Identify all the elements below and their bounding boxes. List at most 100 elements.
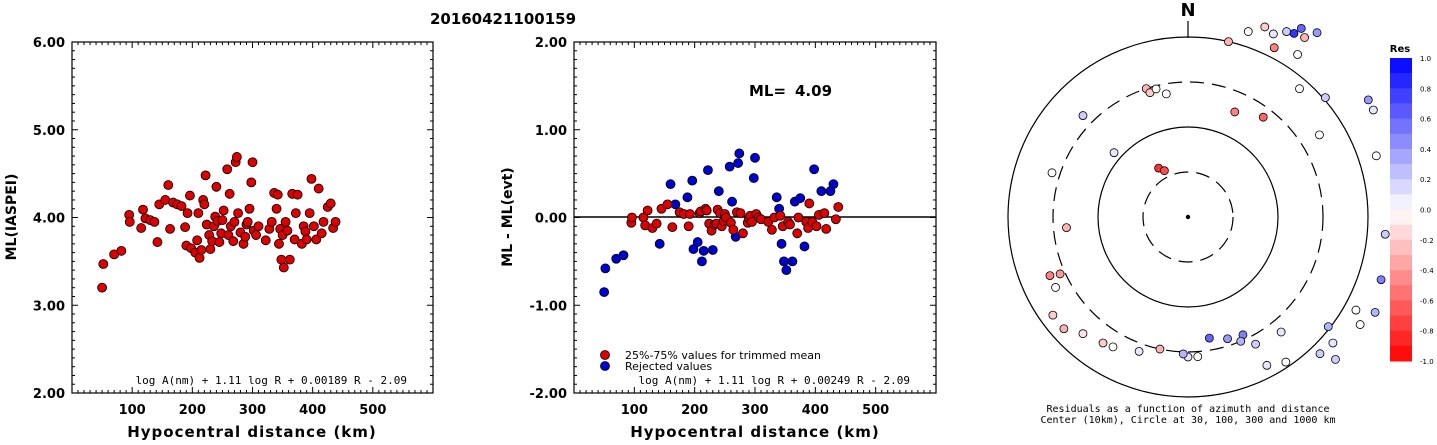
data-point — [116, 245, 127, 256]
rejected-point — [697, 256, 707, 267]
station-marker — [1048, 310, 1058, 320]
colorbar — [1390, 58, 1412, 362]
data-point — [229, 216, 240, 227]
data-point — [165, 224, 175, 234]
colorbar-tick-label: -0.4 — [1420, 267, 1434, 275]
station-marker — [1376, 275, 1386, 285]
rejected-point — [665, 179, 676, 190]
data-point — [199, 199, 210, 210]
y-tick-label: 6.00 — [33, 36, 65, 51]
data-point — [97, 282, 107, 293]
rejected-point — [781, 265, 792, 276]
station-marker — [1078, 329, 1088, 339]
colorbar-title: Res — [1390, 44, 1410, 55]
y-tick-labels: 2.00 3.00 4.00 5.00 6.00 — [33, 36, 65, 402]
colorbar-tick-label: 0.6 — [1420, 116, 1432, 124]
station-marker — [1161, 89, 1171, 99]
y-tick-label: 4.00 — [33, 212, 65, 227]
data-point — [325, 198, 336, 209]
station-marker — [1045, 271, 1055, 281]
data-point — [194, 252, 205, 263]
legend-marker-rejected — [600, 361, 610, 371]
station-marker — [1243, 27, 1253, 36]
y-axis-label: ML(IASPEI) — [4, 174, 20, 261]
data-point — [301, 234, 312, 245]
data-point — [266, 216, 277, 227]
data-point — [136, 223, 147, 233]
colorbar-tick-label: 0.4 — [1420, 146, 1432, 154]
data-point — [313, 183, 324, 194]
y-tick-label: 2.00 — [535, 36, 567, 51]
station-marker — [1268, 29, 1278, 39]
rejected-point — [750, 152, 760, 163]
station-marker — [1134, 346, 1144, 356]
trimmed-point — [662, 199, 673, 210]
colorbar-tick-label: 1.0 — [1420, 55, 1431, 63]
rejected-point — [816, 186, 827, 197]
x-tick-labels: 100 200 300 400 500 — [621, 403, 889, 418]
colorbar-swatch — [1390, 164, 1412, 180]
colorbar-swatch — [1390, 345, 1412, 362]
trimmed-point — [738, 228, 748, 239]
data-point — [278, 262, 289, 273]
station-marker — [1262, 360, 1272, 370]
data-point — [272, 189, 283, 200]
data-point — [193, 208, 204, 219]
colorbar-swatch — [1390, 88, 1412, 104]
colorbar-swatch — [1390, 58, 1412, 74]
y-axis-label: ML - ML(evt) — [500, 167, 516, 266]
data-point — [282, 225, 293, 236]
data-point — [290, 208, 301, 219]
trimmed-point — [735, 208, 746, 219]
colorbar-tick-label: 0.2 — [1420, 176, 1431, 184]
legend-label-trimmed: 25%-75% values for trimmed mean — [625, 349, 821, 362]
station-marker — [1363, 95, 1373, 105]
data-point — [260, 235, 271, 246]
colorbar-swatch — [1390, 239, 1412, 256]
azimuth-residual-plot: N Residuals as a function of azimuth and… — [1007, 0, 1434, 426]
trimmed-point — [830, 214, 841, 225]
station-marker — [1178, 349, 1188, 359]
rejected-point — [713, 186, 724, 197]
colorbar-swatch — [1390, 224, 1412, 241]
y-tick-label: -1.00 — [530, 299, 567, 314]
x-tick-label: 500 — [359, 403, 386, 418]
data-point — [185, 190, 195, 201]
x-tick-label: 400 — [802, 403, 829, 418]
colorbar-swatch — [1390, 118, 1412, 135]
data-point — [247, 157, 258, 168]
x-tick-label: 400 — [299, 403, 326, 418]
station-marker — [1328, 338, 1338, 348]
rejected-point — [809, 164, 820, 175]
colorbar-swatch — [1390, 103, 1412, 120]
north-label: N — [1180, 0, 1195, 21]
x-axis-label: Hypocentral distance (km) — [127, 423, 377, 441]
trimmed-point — [775, 210, 786, 221]
station-marker — [1223, 334, 1232, 344]
trimmed-point — [651, 218, 662, 229]
x-tick-label: 200 — [179, 403, 206, 418]
station-marker — [1295, 84, 1304, 94]
rejected-point — [799, 241, 810, 252]
data-point — [271, 203, 282, 214]
trimmed-point — [684, 209, 695, 219]
trimmed-point — [766, 224, 777, 235]
caption-line-2: Center (10km), Circle at 30, 100, 300 an… — [1040, 415, 1335, 426]
station-marker — [1108, 342, 1118, 352]
x-axis-label: Hypocentral distance (km) — [630, 423, 880, 441]
formula-label: log A(nm) + 1.11 log R + 0.00249 R - 2.0… — [638, 374, 910, 387]
station-marker — [1230, 107, 1240, 117]
station-marker — [1370, 307, 1380, 317]
trimmed-point — [819, 208, 830, 219]
data-point — [200, 170, 211, 181]
data-point — [152, 237, 163, 247]
rejected-point — [776, 238, 787, 249]
trimmed-point — [701, 205, 712, 216]
trimmed-point — [785, 219, 795, 230]
legend-marker-trimmed — [600, 350, 610, 360]
data-point — [211, 181, 222, 192]
colorbar-swatch — [1390, 285, 1412, 301]
y-tick-label: 1.00 — [535, 124, 567, 139]
rejected-point — [727, 196, 737, 207]
